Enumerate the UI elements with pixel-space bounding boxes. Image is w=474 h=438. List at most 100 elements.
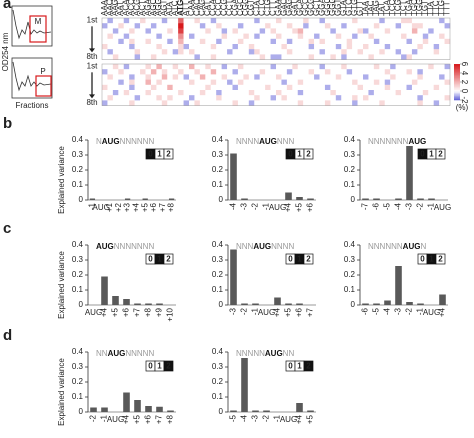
heatmap-cell: [439, 18, 445, 24]
heatmap-cell: [390, 33, 396, 39]
x-tick-label: AUG: [85, 308, 102, 317]
heatmap-cell: [178, 69, 184, 75]
heatmap-cell: [319, 69, 326, 75]
heatmap-cell: [401, 49, 407, 55]
heatmap-cell: [373, 23, 380, 29]
y-tick-label: 0.1: [212, 180, 224, 189]
row-label: 8th: [86, 98, 97, 107]
x-tick-label: AUG: [434, 203, 451, 212]
heatmap-cell: [346, 49, 353, 55]
heatmap-cell: [183, 23, 190, 29]
heatmap-cell: [286, 84, 293, 91]
heatmap-cell: [134, 90, 141, 96]
heatmap-cell: [281, 95, 288, 101]
frame-label: 2: [306, 255, 311, 264]
column-label: GAC: [279, 0, 288, 16]
heatmap-cell: [417, 64, 424, 70]
heatmap-cell: [232, 100, 239, 106]
heatmap-cell: [129, 90, 135, 96]
bar: [101, 407, 108, 412]
heatmap-cell: [395, 44, 402, 50]
column-label: GTG: [350, 0, 359, 16]
column-label: TAG: [372, 0, 381, 16]
heatmap-cell: [107, 84, 114, 91]
heatmap-cell: [439, 95, 445, 101]
heatmap-cell: [205, 79, 211, 85]
heatmap-cell: [357, 23, 364, 29]
heatmap-cell: [276, 74, 282, 80]
heatmap-cell: [134, 95, 141, 101]
heatmap-cell: [401, 64, 407, 70]
heatmap-cell: [259, 28, 266, 34]
heatmap-cell: [395, 100, 402, 106]
heatmap-cell: [194, 23, 201, 29]
x-tick-label: -4: [229, 202, 238, 210]
fraction-label: M: [35, 17, 42, 26]
heatmap-cell: [199, 84, 206, 91]
heatmap-cell: [444, 95, 451, 101]
heatmap-cell: [319, 64, 326, 70]
heatmap-cell: [134, 18, 141, 24]
heatmap-cell: [303, 38, 309, 45]
heatmap-cell: [123, 49, 130, 55]
heatmap-cell: [232, 23, 239, 29]
heatmap-cell: [243, 49, 250, 55]
title-part: AUG: [259, 137, 277, 146]
heatmap-cell: [227, 28, 233, 34]
heatmap-cell: [112, 64, 119, 70]
heatmap-cell: [384, 84, 391, 91]
column-label: CAC: [192, 0, 201, 16]
heatmap-cell: [352, 90, 358, 96]
heatmap-cell: [118, 38, 124, 45]
heatmap-cell: [324, 79, 331, 85]
heatmap-cell: [107, 49, 114, 55]
heatmap-cell: [357, 100, 364, 106]
title-part: NNN: [277, 137, 295, 146]
y-tick-label: 0.1: [72, 285, 84, 294]
heatmap-cell: [308, 79, 315, 85]
heatmap-cell: [401, 28, 407, 34]
heatmap-cell: [401, 33, 407, 39]
frame-label: 1: [157, 362, 162, 371]
heatmap-cell: [259, 49, 266, 55]
heatmap-cell: [216, 44, 222, 50]
heatmap-cell: [373, 95, 380, 101]
heatmap-cell: [172, 69, 179, 75]
bar: [124, 198, 131, 200]
row-arrowhead: [89, 48, 95, 53]
heatmap-cell: [150, 95, 157, 101]
x-tick-label: -5: [383, 202, 392, 210]
heatmap-cell: [178, 49, 184, 55]
heatmap-cell: [167, 49, 173, 55]
heatmap-cell: [292, 23, 298, 29]
highlight-box: [35, 75, 52, 97]
colorbar-tick-label: -2: [460, 96, 469, 104]
heatmap-cell: [303, 23, 309, 29]
heatmap-cell: [439, 74, 445, 80]
heatmap-cell: [422, 38, 429, 45]
bar: [230, 410, 237, 412]
heatmap-cell: [428, 74, 434, 80]
heatmap-cell: [178, 74, 184, 80]
heatmap-cell: [199, 74, 206, 80]
heatmap-cell: [286, 54, 293, 60]
heatmap-cell: [352, 18, 358, 24]
heatmap-cell: [341, 28, 347, 34]
heatmap-cell: [303, 33, 309, 39]
heatmap-cell: [243, 74, 250, 80]
heatmap-cell: [281, 49, 288, 55]
heatmap-cell: [286, 69, 293, 75]
y-tick-label: 0.4: [212, 135, 224, 144]
panel-label: a: [3, 0, 12, 12]
heatmap-cell: [292, 38, 298, 45]
bar: [395, 266, 402, 305]
colorbar-segment: [454, 80, 460, 83]
heatmap-cell: [444, 79, 451, 85]
heatmap-cell: [227, 95, 233, 101]
y-axis-label: Explained variance: [57, 358, 66, 426]
x-tick-label: -2: [251, 202, 260, 210]
heatmap-cell: [129, 23, 135, 29]
heatmap-cell: [390, 44, 396, 50]
heatmap-cell: [150, 44, 157, 50]
y-tick-label: 0: [219, 195, 224, 204]
